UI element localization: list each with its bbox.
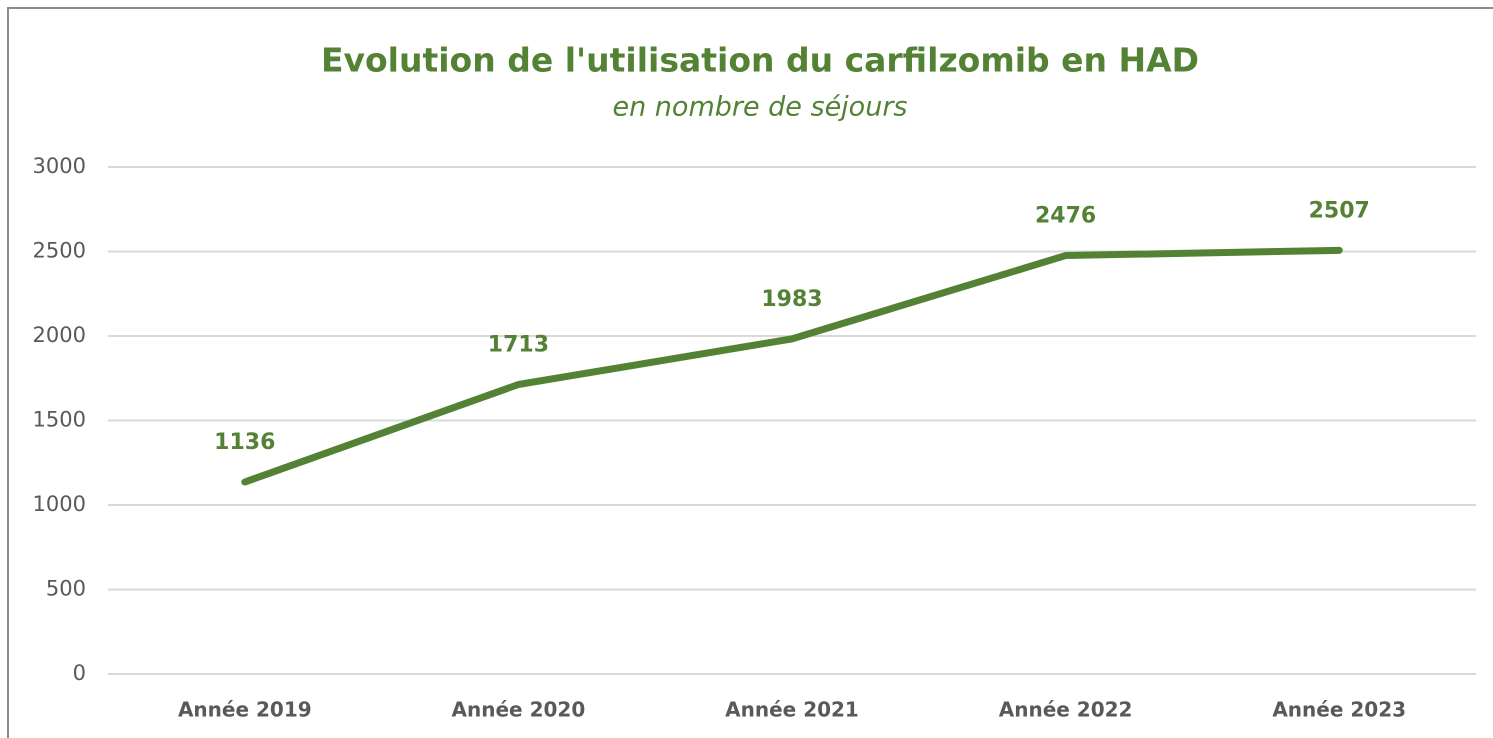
- y-tick-label: 2500: [33, 239, 86, 263]
- y-tick-label: 500: [46, 577, 86, 601]
- line: [241, 246, 1343, 486]
- x-tick-label: Année 2020: [452, 698, 586, 722]
- chart-frame: [7, 7, 1493, 738]
- y-tick-label: 3000: [33, 154, 86, 178]
- x-tick-label: Année 2023: [1272, 698, 1406, 722]
- x-tick-label: Année 2022: [999, 698, 1133, 722]
- chart-title: Evolution de l'utilisation du carfilzomi…: [321, 41, 1199, 80]
- data-label: 1983: [761, 287, 822, 312]
- y-tick-label: 2000: [33, 323, 86, 347]
- data-label: 2507: [1309, 198, 1370, 223]
- data-label: 1713: [488, 333, 549, 358]
- y-tick-label: 0: [73, 661, 86, 685]
- data-label: 1136: [214, 430, 275, 455]
- y-tick-label: 1000: [33, 492, 86, 516]
- chart-subtitle: en nombre de séjours: [613, 92, 908, 123]
- y-tick-label: 1500: [33, 408, 86, 432]
- x-tick-label: Année 2019: [178, 698, 312, 722]
- data-label: 2476: [1035, 204, 1096, 229]
- x-tick-label: Année 2021: [725, 698, 859, 722]
